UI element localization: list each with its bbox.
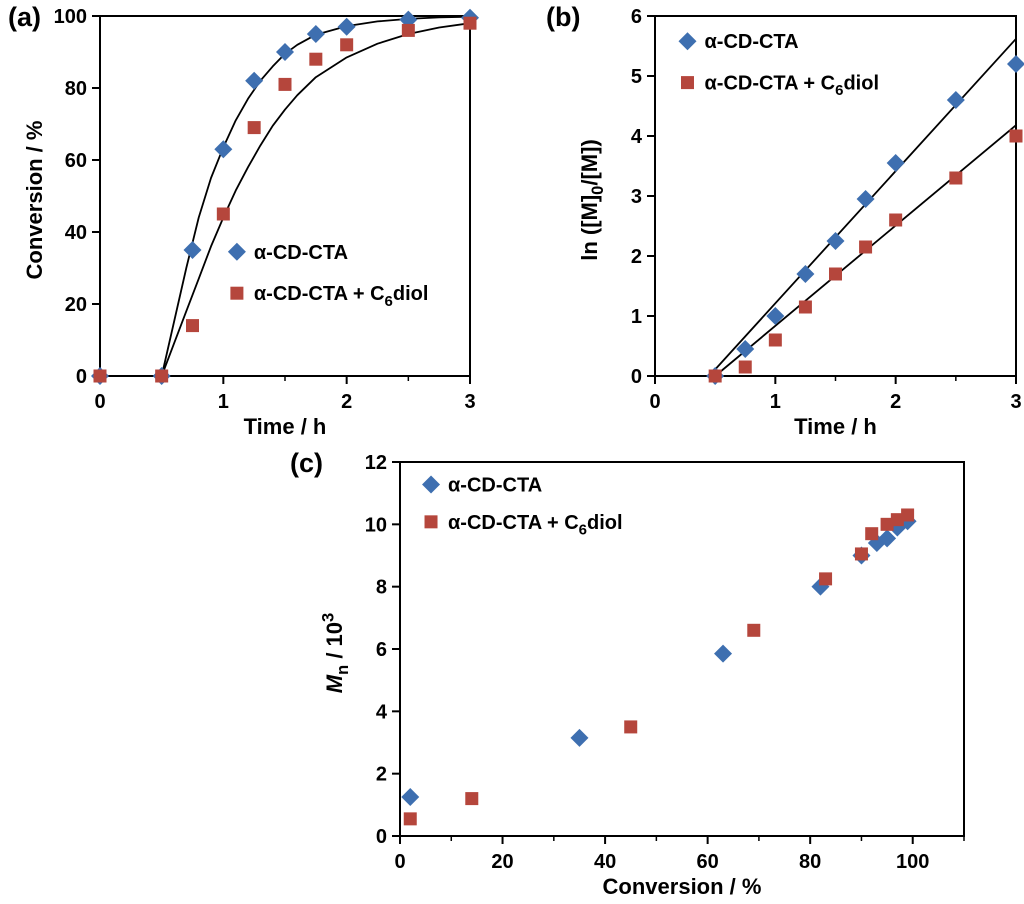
svg-text:4: 4: [376, 701, 388, 723]
svg-text:α-CD-CTA + C6diol: α-CD-CTA + C6diol: [254, 283, 429, 310]
svg-text:Conversion / %: Conversion / %: [22, 121, 47, 280]
panel-b-first-order-kinetics-chart: 0 1 2 3 0 1 2 3 4 5 6 α-CD-CTA α-CD-CTA + C6diol Time…: [512, 0, 1024, 455]
svg-text:40: 40: [594, 851, 616, 873]
svg-text:Mn / 103: Mn / 103: [320, 613, 353, 693]
svg-text:10: 10: [365, 514, 387, 536]
svg-text:60: 60: [697, 851, 719, 873]
svg-text:0: 0: [376, 826, 387, 848]
svg-text:80: 80: [799, 851, 821, 873]
svg-text:3: 3: [1010, 391, 1021, 413]
svg-text:3: 3: [631, 186, 642, 208]
panel-c-label: (c): [290, 448, 323, 478]
panel-a-conversion-vs-time-chart: 0 1 2 3 0 20 40 60 80 100 α-CD-CTA α-CD-CTA + C6dio…: [0, 0, 512, 455]
svg-text:α-CD-CTA: α-CD-CTA: [254, 242, 348, 264]
svg-text:2: 2: [631, 246, 642, 268]
svg-text:60: 60: [65, 150, 87, 172]
svg-text:8: 8: [376, 577, 387, 599]
svg-text:0: 0: [394, 851, 405, 873]
svg-text:2: 2: [341, 391, 352, 413]
svg-text:5: 5: [631, 66, 642, 88]
svg-text:0: 0: [76, 366, 87, 388]
svg-text:α-CD-CTA + C6diol: α-CD-CTA + C6diol: [704, 73, 879, 100]
svg-text:20: 20: [65, 294, 87, 316]
svg-text:Time / h: Time / h: [794, 414, 877, 439]
svg-text:α-CD-CTA + C6diol: α-CD-CTA + C6diol: [448, 512, 623, 539]
panel-c-mn-vs-conversion-chart: 0 20 40 60 80 100 0 2 4 6 8 10 12 α-CD-CTA α-CD-CTA + …: [280, 450, 1024, 904]
svg-text:4: 4: [631, 126, 643, 148]
svg-text:100: 100: [896, 851, 929, 873]
svg-text:100: 100: [54, 6, 87, 28]
svg-text:Time / h: Time / h: [244, 414, 327, 439]
svg-text:0: 0: [94, 391, 105, 413]
panel-b-label: (b): [546, 2, 581, 32]
svg-text:ln ([M]0/[M]): ln ([M]0/[M]): [577, 139, 607, 261]
svg-text:12: 12: [365, 452, 387, 474]
svg-text:6: 6: [631, 6, 642, 28]
panel-a-label: (a): [8, 2, 41, 32]
svg-text:2: 2: [376, 764, 387, 786]
svg-text:0: 0: [631, 366, 642, 388]
svg-text:3: 3: [464, 391, 475, 413]
svg-text:20: 20: [491, 851, 513, 873]
svg-text:0: 0: [649, 391, 660, 413]
svg-text:Conversion / %: Conversion / %: [603, 874, 762, 899]
svg-text:80: 80: [65, 78, 87, 100]
svg-text:1: 1: [770, 391, 781, 413]
svg-text:40: 40: [65, 222, 87, 244]
svg-text:6: 6: [376, 639, 387, 661]
svg-text:2: 2: [890, 391, 901, 413]
svg-text:α-CD-CTA: α-CD-CTA: [704, 31, 798, 53]
svg-text:1: 1: [218, 391, 229, 413]
svg-text:1: 1: [631, 306, 642, 328]
svg-text:α-CD-CTA: α-CD-CTA: [448, 474, 542, 496]
